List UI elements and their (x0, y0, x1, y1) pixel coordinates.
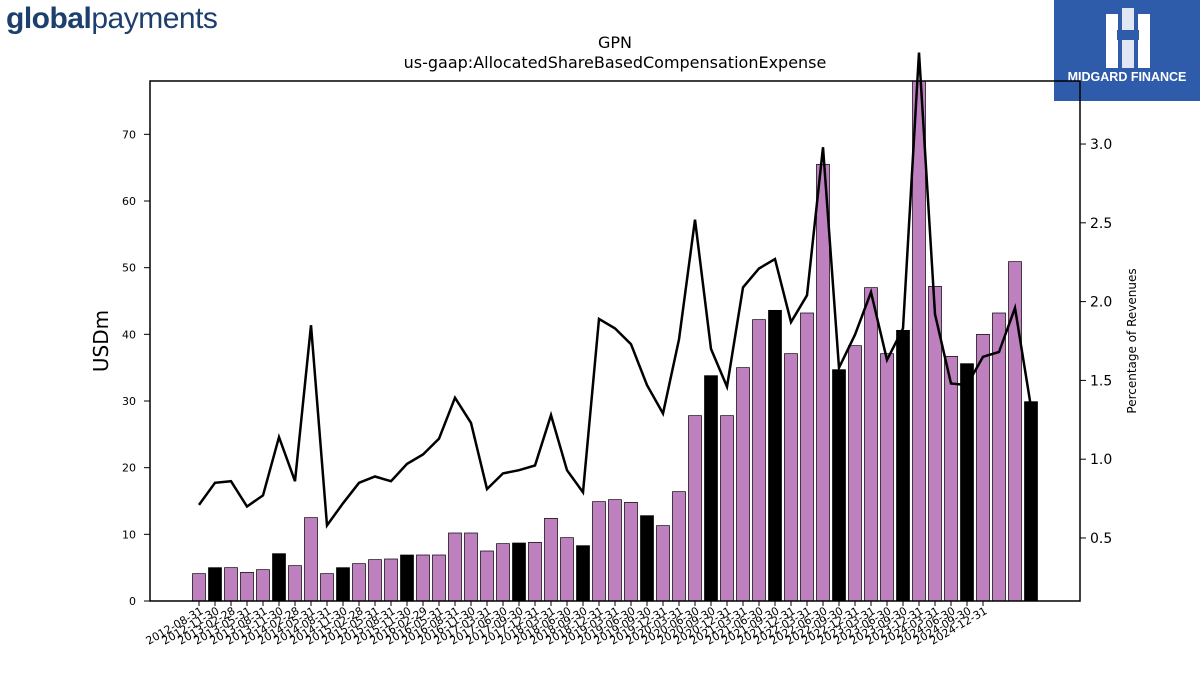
bar (352, 563, 366, 602)
y2-tick-label: 2.5 (1090, 216, 1112, 232)
bar (240, 571, 254, 602)
bar (560, 537, 574, 602)
bar (592, 501, 606, 602)
y-tick-label: 0 (129, 595, 136, 608)
bar (608, 499, 622, 602)
bar (688, 415, 702, 602)
midgard-m-icon (1106, 8, 1150, 68)
y-tick-label: 20 (122, 462, 136, 475)
y-tick-label: 50 (122, 262, 136, 275)
y-tick-label: 40 (122, 328, 136, 341)
bar (544, 517, 558, 602)
bar (320, 573, 334, 602)
y2-axis-label: Percentage of Revenues (1125, 268, 1139, 413)
bar (672, 491, 686, 602)
bar (816, 163, 830, 602)
bar (1024, 401, 1038, 602)
bar (288, 565, 302, 602)
bar (368, 559, 382, 602)
bar (464, 532, 478, 602)
bar (432, 554, 446, 602)
bar (336, 567, 350, 602)
bar (800, 312, 814, 602)
bar (768, 309, 782, 602)
bar (656, 525, 670, 602)
bar (736, 367, 750, 602)
bar (304, 517, 318, 602)
bar (576, 545, 590, 602)
bar (224, 567, 238, 602)
bar (192, 573, 206, 602)
y-axis-label: USDm (89, 310, 113, 372)
bar (256, 569, 270, 602)
y2-tick-label: 2.0 (1090, 295, 1112, 311)
bar (976, 333, 990, 602)
y2-tick-label: 1.5 (1090, 373, 1112, 389)
bar (400, 554, 414, 602)
bar (208, 567, 222, 602)
bar (448, 532, 462, 602)
bar (832, 369, 846, 602)
bar (640, 515, 654, 602)
bar (416, 554, 430, 602)
bar (896, 329, 910, 602)
bar (624, 501, 638, 602)
bar (960, 363, 974, 602)
bar (880, 353, 894, 602)
bar (720, 415, 734, 602)
bar (784, 353, 798, 602)
globalpayments-logo: globalpayments (6, 2, 218, 35)
bar (480, 550, 494, 602)
series-line (197, 52, 1033, 529)
bar (704, 375, 718, 602)
midgard-finance-logo: MIDGARD FINANCE (1054, 0, 1200, 101)
plot-frame (149, 80, 1081, 602)
y2-tick-label: 0.5 (1090, 531, 1112, 547)
bar (528, 541, 542, 602)
bar (992, 312, 1006, 602)
y2-tick-label: 1.0 (1090, 452, 1112, 468)
y-tick-label: 10 (122, 528, 136, 541)
y-tick-label: 60 (122, 195, 136, 208)
bar (272, 553, 286, 602)
bar (848, 345, 862, 602)
bar (384, 558, 398, 602)
bar (912, 80, 926, 602)
y-tick-label: 70 (122, 128, 136, 141)
midgard-finance-wordmark: MIDGARD FINANCE (1067, 70, 1187, 84)
bar (944, 355, 958, 602)
y2-tick-label: 3.0 (1090, 137, 1112, 153)
y-tick-label: 30 (122, 395, 136, 408)
chart-title: GPN (598, 33, 632, 52)
bar (864, 287, 878, 602)
bar (752, 319, 766, 602)
bar (512, 542, 526, 602)
bar (496, 543, 510, 602)
chart-subtitle: us-gaap:AllocatedShareBasedCompensationE… (404, 53, 827, 72)
